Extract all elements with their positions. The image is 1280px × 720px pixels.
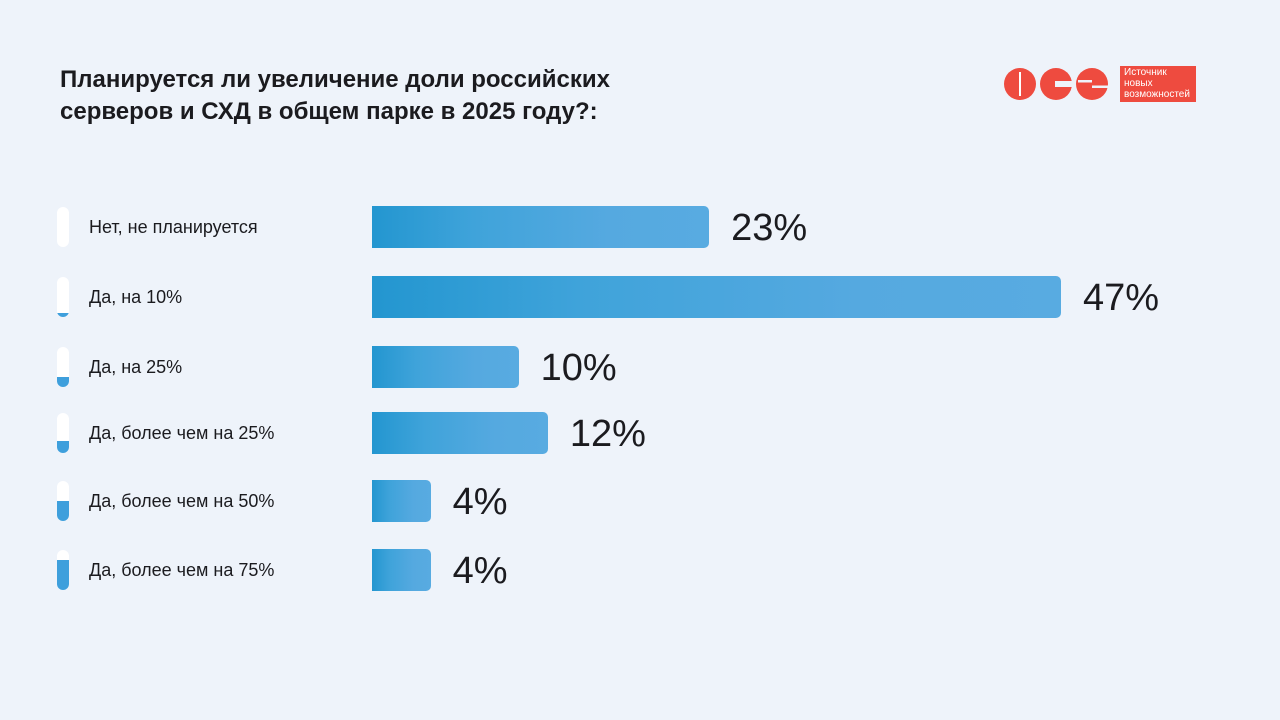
bar-row: Да, более чем на 75% 4% <box>0 549 1280 592</box>
bar <box>372 346 519 388</box>
category-label: Да, более чем на 25% <box>89 423 275 443</box>
bar-row: Да, на 10% 47% <box>0 276 1280 319</box>
logo-tagline-line-3: возможностей <box>1124 89 1190 100</box>
chart-title: Планируется ли увеличение доли российски… <box>60 64 760 128</box>
level-gauge-fill <box>57 501 69 521</box>
level-gauge-fill <box>57 441 69 453</box>
bar-row: Нет, не планируется 23% <box>0 206 1280 249</box>
level-gauge-icon <box>57 347 69 387</box>
value-label: 23% <box>731 207 808 249</box>
category-label: Да, на 10% <box>89 287 183 307</box>
logo-tagline: Источник новых возможностей <box>1120 66 1196 102</box>
level-gauge-icon <box>57 481 69 521</box>
level-gauge-fill <box>57 313 69 317</box>
logo-tagline-line-1: Источник <box>1124 67 1167 78</box>
value-label: 4% <box>452 481 508 523</box>
level-gauge-icon <box>57 207 69 247</box>
level-gauge-fill <box>57 560 69 590</box>
category-label: Да, на 25% <box>89 357 183 377</box>
category-label: Нет, не планируется <box>89 217 258 237</box>
bar-row: Да, на 25% 10% <box>0 346 1280 389</box>
category-label: Да, более чем на 50% <box>89 491 275 511</box>
bar <box>372 206 710 248</box>
bar <box>372 549 431 591</box>
bar-row: Да, более чем на 25% 12% <box>0 412 1280 455</box>
value-label: 10% <box>540 347 617 389</box>
value-label: 4% <box>452 550 508 592</box>
logo-tagline-line-2: новых <box>1124 78 1153 89</box>
chart-title-line-1: Планируется ли увеличение доли российски… <box>60 66 610 93</box>
value-label: 47% <box>1083 277 1160 319</box>
category-label: Да, более чем на 75% <box>89 560 275 580</box>
level-gauge-fill <box>57 377 69 387</box>
level-gauge-icon <box>57 277 69 317</box>
ics-logo-icon <box>1004 68 1108 100</box>
level-gauge-icon <box>57 550 69 590</box>
value-label: 12% <box>569 413 646 455</box>
level-gauge-icon <box>57 413 69 453</box>
bar-row: Да, более чем на 50% 4% <box>0 480 1280 523</box>
bar <box>372 276 1061 318</box>
bar <box>372 480 431 522</box>
chart-title-line-2: серверов и СХД в общем парке в 2025 году… <box>60 98 598 125</box>
bar <box>372 412 548 454</box>
